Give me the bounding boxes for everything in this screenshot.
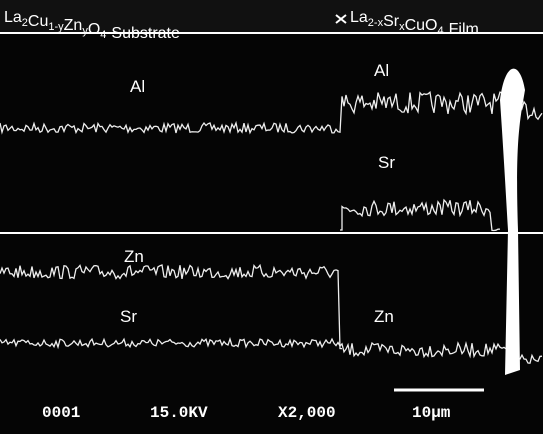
label: Al: [130, 77, 145, 96]
formula-element: O: [425, 17, 437, 34]
line-scan: [340, 198, 501, 232]
substrate-title: La2Cu1-yZnyO4 Substrate: [4, 9, 180, 42]
formula-element: La: [350, 9, 368, 26]
label: Sr: [378, 153, 395, 172]
label: Zn: [374, 307, 394, 326]
line-scan: [0, 263, 343, 350]
film-title: La2-xSrxCuO4 Film: [350, 9, 479, 38]
formula-element: O: [88, 21, 100, 38]
footer-scale: 10µm: [412, 404, 451, 422]
footer-number: 0001: [42, 404, 80, 422]
footer-magnification: X2,000: [278, 404, 336, 422]
formula-subscript: y: [82, 25, 88, 37]
formula-element: Sr: [383, 13, 400, 30]
formula-element: Cu: [405, 17, 425, 34]
formula-element: La: [4, 9, 22, 26]
label: Zn: [124, 247, 144, 266]
formula-subscript: 4: [437, 25, 443, 37]
label: Sr: [120, 307, 137, 326]
bright-artifact: [500, 68, 525, 376]
formula-subscript: 4: [100, 29, 106, 41]
formula-subscript: x: [399, 21, 405, 33]
interface-marker: [335, 14, 347, 24]
line-scan: [0, 336, 543, 364]
line-scan: [0, 90, 543, 135]
footer-voltage: 15.0KV: [150, 404, 208, 422]
label: Al: [374, 61, 389, 80]
formula-subscript: 1-y: [48, 21, 64, 33]
title-word: Substrate: [111, 25, 180, 42]
formula-subscript: 2-x: [368, 17, 384, 29]
header-band: [0, 0, 543, 33]
title-word: Film: [449, 21, 479, 38]
formula-element: Zn: [64, 17, 83, 34]
formula-subscript: 2: [22, 17, 28, 29]
formula-element: Cu: [28, 13, 48, 30]
